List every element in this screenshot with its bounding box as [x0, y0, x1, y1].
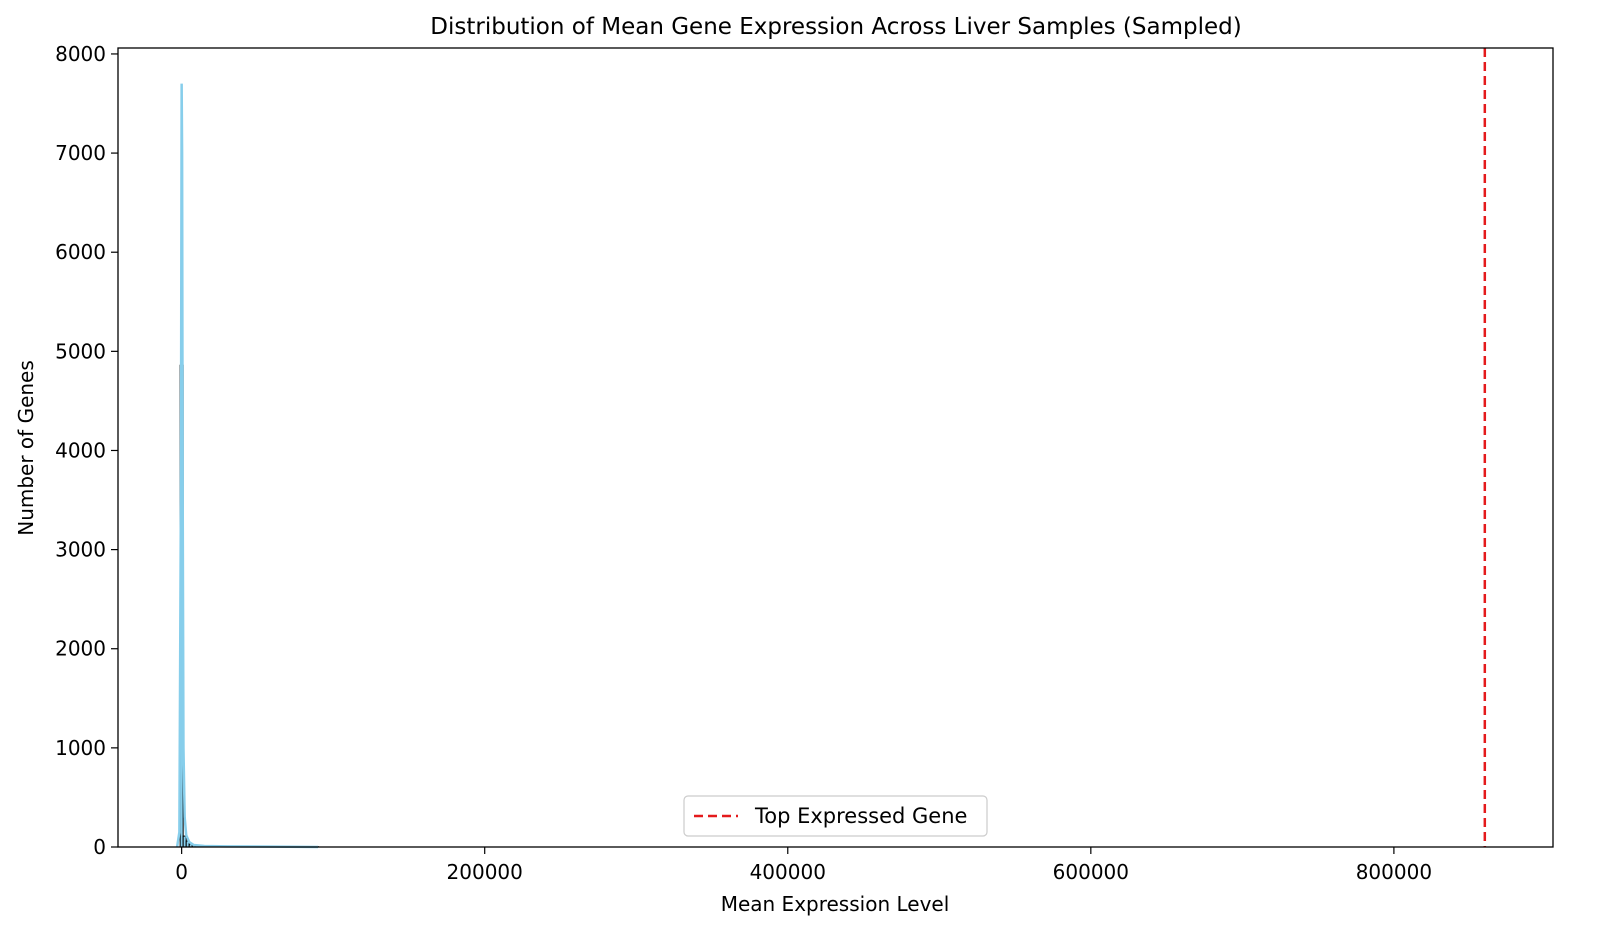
legend-box [683, 795, 988, 837]
plot-area [175, 48, 1487, 849]
x-tick-label: 200000 [447, 860, 523, 884]
kde-curve [175, 83, 319, 849]
legend-entry-top-expressed-gene: Top Expressed Gene [754, 804, 967, 828]
chart-title: Distribution of Mean Gene Expression Acr… [430, 14, 1241, 40]
y-tick-label: 7000 [55, 141, 106, 165]
y-tick-label: 6000 [55, 240, 106, 264]
x-axis-label: Mean Expression Level [721, 892, 950, 916]
y-tick-label: 4000 [55, 438, 106, 462]
x-tick-label: 800000 [1356, 860, 1432, 884]
y-tick-label: 1000 [55, 736, 106, 760]
x-tick-label: 600000 [1053, 860, 1129, 884]
y-tick-label: 0 [93, 835, 106, 859]
x-tick-label: 0 [175, 860, 188, 884]
y-axis-label: Number of Genes [14, 360, 38, 536]
y-tick-label: 2000 [55, 637, 106, 661]
y-tick-label: 8000 [55, 42, 106, 66]
legend: Top Expressed Gene [683, 795, 988, 837]
x-axis: 0 200000 400000 600000 800000 [175, 847, 1432, 884]
y-axis: 0 1000 2000 3000 4000 5000 6000 7000 8000 [55, 42, 118, 859]
y-tick-label: 5000 [55, 339, 106, 363]
y-tick-label: 3000 [55, 538, 106, 562]
plot-frame [117, 47, 1554, 848]
x-tick-label: 400000 [750, 860, 826, 884]
